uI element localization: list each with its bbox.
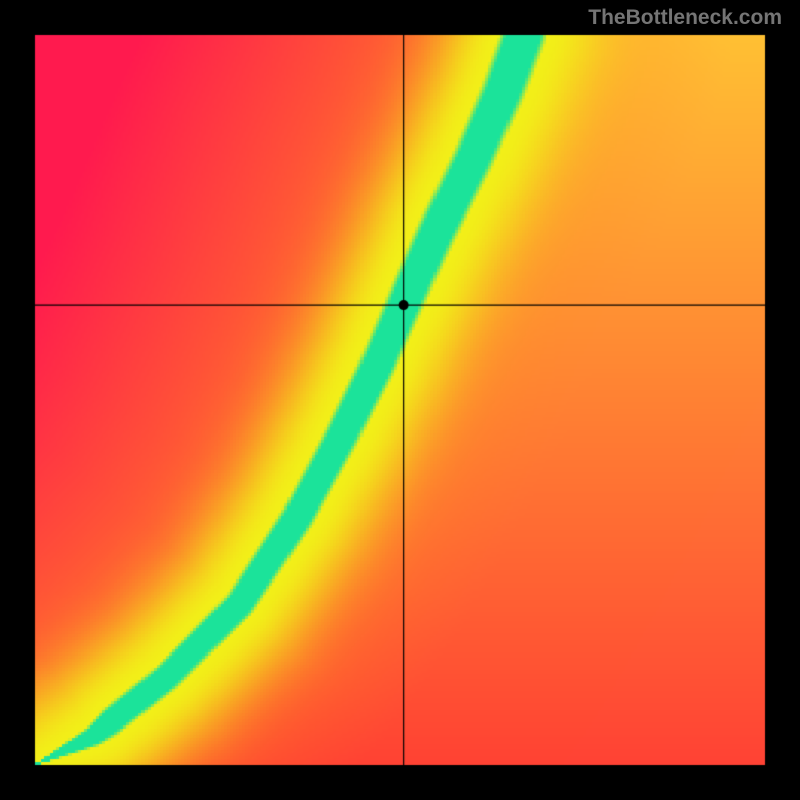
watermark-text: TheBottleneck.com	[588, 6, 782, 30]
heatmap-canvas	[0, 0, 800, 800]
chart-container: TheBottleneck.com	[0, 0, 800, 800]
